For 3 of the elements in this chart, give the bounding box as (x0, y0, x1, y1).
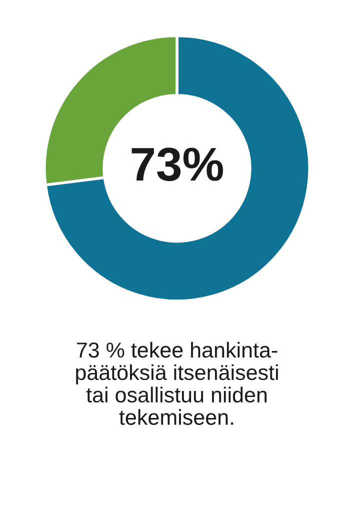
text: 73 % tekee hankinta- päätöksiä itsenäisesti tai osallistuu niiden tekemiseen. (76, 342, 278, 425)
donut-slice (44, 34, 311, 302)
data-label: 73% (132, 148, 224, 182)
